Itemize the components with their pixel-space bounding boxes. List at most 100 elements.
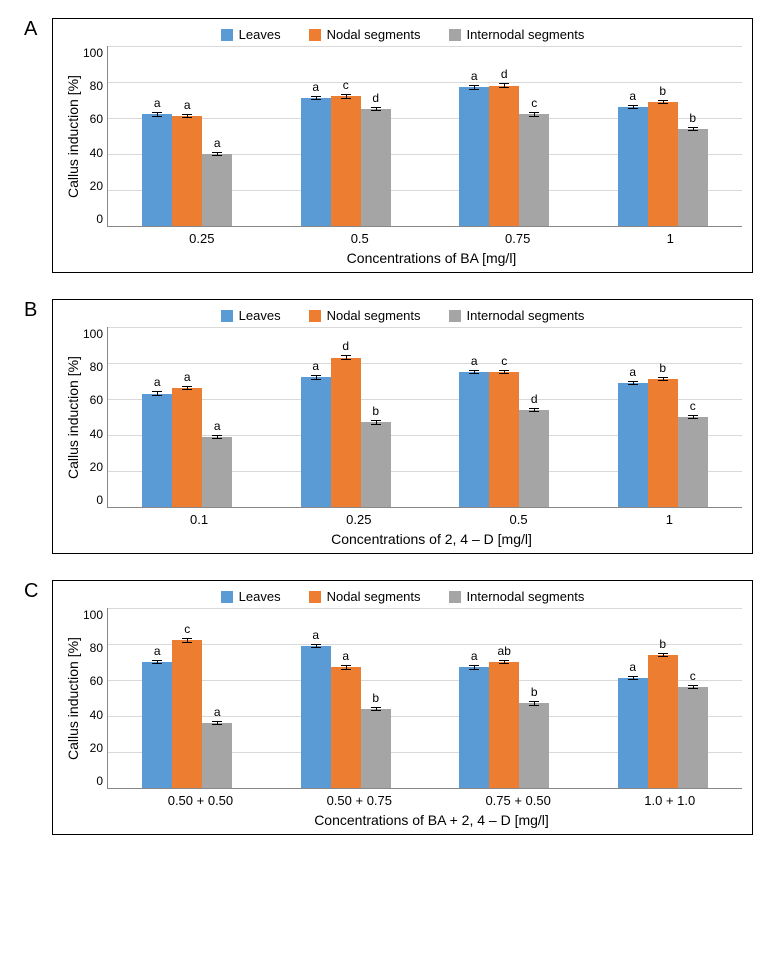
legend-swatch	[221, 310, 233, 322]
error-bar	[688, 415, 698, 419]
bar	[678, 129, 708, 226]
bar-wrap: c	[678, 687, 708, 788]
plot-area: acaaabaabbabc	[107, 608, 742, 789]
y-tick-label: 0	[96, 774, 103, 788]
bar	[459, 667, 489, 788]
legend-swatch	[221, 29, 233, 41]
bar	[331, 96, 361, 226]
bar-wrap: c	[331, 96, 361, 226]
x-axis-label: Concentrations of BA [mg/l]	[121, 250, 742, 266]
error-bar	[212, 152, 222, 156]
bar	[361, 109, 391, 226]
error-bar	[469, 85, 479, 89]
error-bar	[628, 105, 638, 109]
bar-wrap: a	[331, 667, 361, 788]
bar	[459, 372, 489, 507]
error-bar	[499, 660, 509, 664]
x-tick-label: 0.1	[190, 512, 208, 527]
bar-wrap: a	[142, 114, 172, 226]
bar-wrap: a	[172, 388, 202, 507]
chart-row: Callus induction [%]100806040200aaaacdad…	[63, 46, 742, 227]
error-bar	[341, 665, 351, 669]
significance-letter: b	[531, 685, 538, 699]
x-tick-label: 1	[667, 231, 674, 246]
error-bar	[529, 701, 539, 705]
bar-wrap: d	[489, 86, 519, 226]
error-bar	[658, 377, 668, 381]
legend-item: Nodal segments	[309, 27, 421, 42]
bar-wrap: b	[361, 709, 391, 788]
bar-wrap: c	[172, 640, 202, 788]
significance-letter: a	[214, 136, 221, 150]
bar	[142, 394, 172, 507]
y-tick-label: 60	[90, 393, 103, 407]
error-bar	[182, 386, 192, 390]
bar-group: acd	[459, 372, 549, 507]
significance-letter: c	[501, 354, 507, 368]
panel-letter: B	[24, 299, 52, 554]
bar-wrap: a	[142, 394, 172, 507]
significance-letter: a	[312, 80, 319, 94]
bar	[648, 655, 678, 788]
legend: LeavesNodal segmentsInternodal segments	[63, 308, 742, 323]
bar-wrap: c	[678, 417, 708, 507]
panel-letter: A	[24, 18, 52, 273]
x-axis-ticks: 0.250.50.751	[121, 231, 742, 246]
significance-letter: ab	[498, 644, 511, 658]
bar	[202, 437, 232, 507]
significance-letter: a	[471, 354, 478, 368]
significance-letter: b	[689, 111, 696, 125]
y-tick-label: 40	[90, 146, 103, 160]
x-tick-label: 0.25	[346, 512, 371, 527]
bar-wrap: d	[361, 109, 391, 226]
y-tick-label: 60	[90, 674, 103, 688]
panel: CLeavesNodal segmentsInternodal segments…	[24, 580, 753, 835]
bar	[678, 417, 708, 507]
legend-label: Leaves	[239, 589, 281, 604]
bar	[489, 662, 519, 788]
legend-item: Leaves	[221, 589, 281, 604]
error-bar	[688, 685, 698, 689]
bar	[202, 723, 232, 788]
legend: LeavesNodal segmentsInternodal segments	[63, 27, 742, 42]
error-bar	[311, 96, 321, 100]
y-tick-label: 0	[96, 212, 103, 226]
bar-wrap: a	[301, 646, 331, 788]
bar-wrap: a	[202, 437, 232, 507]
bar-groups: acaaabaabbabc	[108, 608, 742, 788]
bar-wrap: a	[301, 98, 331, 226]
bar	[648, 379, 678, 507]
bar-group: abb	[618, 102, 708, 226]
error-bar	[469, 665, 479, 669]
y-tick-label: 0	[96, 493, 103, 507]
bar	[618, 383, 648, 507]
legend-item: Internodal segments	[449, 589, 585, 604]
bar-group: adc	[459, 86, 549, 226]
significance-letter: a	[154, 644, 161, 658]
bar-wrap: c	[489, 372, 519, 507]
bar-wrap: a	[172, 116, 202, 226]
y-tick-label: 20	[90, 179, 103, 193]
x-tick-label: 0.50 + 0.50	[168, 793, 233, 808]
bar-wrap: a	[618, 383, 648, 507]
x-tick-label: 0.5	[351, 231, 369, 246]
error-bar	[628, 381, 638, 385]
y-tick-label: 80	[90, 641, 103, 655]
error-bar	[529, 112, 539, 116]
legend-label: Nodal segments	[327, 27, 421, 42]
legend-swatch	[309, 310, 321, 322]
legend-item: Internodal segments	[449, 308, 585, 323]
error-bar	[658, 653, 668, 657]
bar-wrap: a	[459, 372, 489, 507]
bar	[202, 154, 232, 226]
bar-wrap: d	[519, 410, 549, 507]
panel: B LeavesNodal segmentsInternodal segments…	[24, 299, 753, 554]
significance-letter: c	[184, 622, 190, 636]
error-bar	[529, 408, 539, 412]
y-axis-ticks: 100806040200	[83, 327, 107, 507]
legend-swatch	[221, 591, 233, 603]
x-tick-label: 0.75 + 0.50	[485, 793, 550, 808]
error-bar	[371, 707, 381, 711]
significance-letter: a	[184, 98, 191, 112]
legend-swatch	[309, 591, 321, 603]
